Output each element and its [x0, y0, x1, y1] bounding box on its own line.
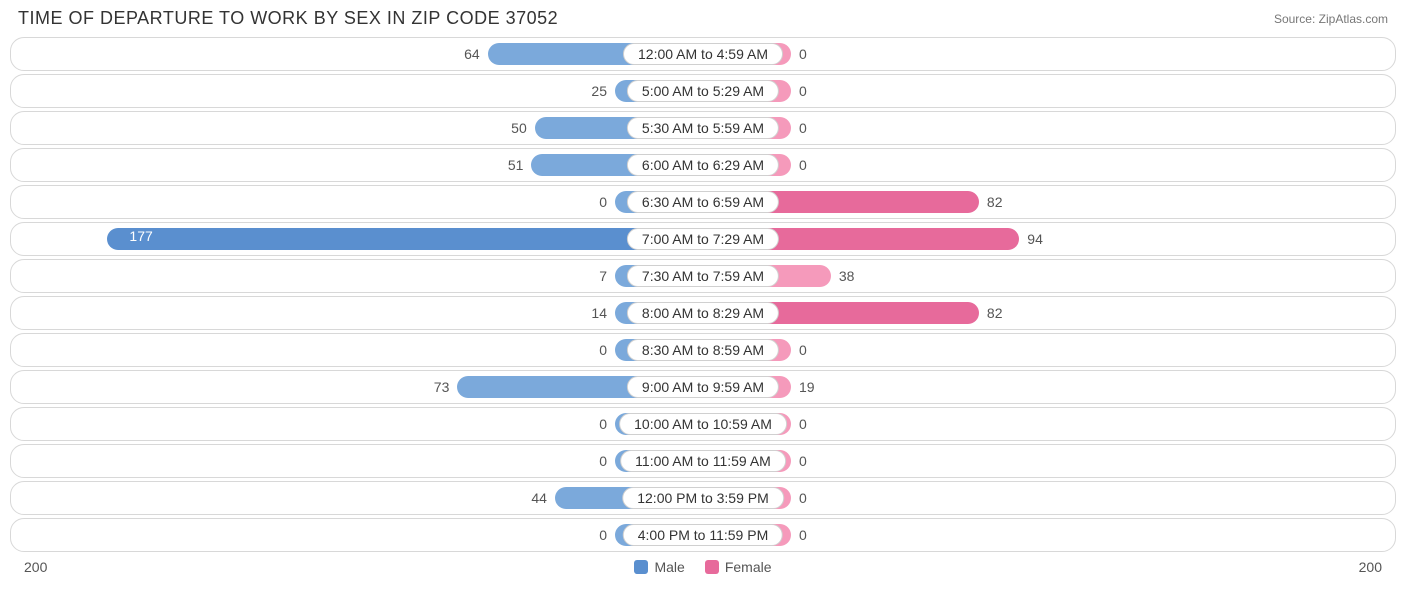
time-range-label: 5:30 AM to 5:59 AM: [627, 117, 779, 139]
chart-row: 7 38 7:30 AM to 7:59 AM: [10, 259, 1396, 293]
female-value: 82: [979, 305, 1011, 321]
time-range-label: 6:00 AM to 6:29 AM: [627, 154, 779, 176]
chart-source: Source: ZipAtlas.com: [1274, 12, 1388, 26]
male-side: 14: [11, 297, 703, 329]
female-value: 94: [1019, 231, 1051, 247]
time-range-label: 12:00 PM to 3:59 PM: [622, 487, 784, 509]
female-value: 0: [791, 342, 815, 358]
legend-label: Female: [725, 559, 772, 575]
chart-row: 177 94 7:00 AM to 7:29 AM: [10, 222, 1396, 256]
legend-label: Male: [654, 559, 684, 575]
legend-swatch: [634, 560, 648, 574]
male-value: 14: [583, 305, 615, 321]
time-range-label: 7:30 AM to 7:59 AM: [627, 265, 779, 287]
diverging-bar-chart: 64 0 12:00 AM to 4:59 AM 25 0 5:00 AM to 5:29…: [0, 35, 1406, 552]
male-value: 0: [591, 194, 615, 210]
female-side: 0: [703, 75, 1395, 107]
male-side: 73: [11, 371, 703, 403]
male-side: 7: [11, 260, 703, 292]
chart-header: TIME OF DEPARTURE TO WORK BY SEX IN ZIP …: [0, 0, 1406, 35]
female-value: 0: [791, 453, 815, 469]
female-side: 0: [703, 38, 1395, 70]
chart-row: 50 0 5:30 AM to 5:59 AM: [10, 111, 1396, 145]
male-bar: 177: [107, 228, 703, 250]
male-side: 0: [11, 334, 703, 366]
time-range-label: 6:30 AM to 6:59 AM: [627, 191, 779, 213]
legend: Male Female: [47, 559, 1358, 575]
female-side: 0: [703, 519, 1395, 551]
time-range-label: 12:00 AM to 4:59 AM: [623, 43, 783, 65]
female-value: 0: [791, 157, 815, 173]
male-side: 177: [11, 223, 703, 255]
female-side: 0: [703, 149, 1395, 181]
female-value: 0: [791, 46, 815, 62]
male-value: 177: [121, 228, 160, 244]
male-value: 25: [583, 83, 615, 99]
chart-row: 14 82 8:00 AM to 8:29 AM: [10, 296, 1396, 330]
female-value: 0: [791, 120, 815, 136]
male-side: 0: [11, 519, 703, 551]
male-value: 7: [591, 268, 615, 284]
male-side: 0: [11, 445, 703, 477]
male-side: 44: [11, 482, 703, 514]
male-value: 73: [426, 379, 458, 395]
female-side: 94: [703, 223, 1395, 255]
time-range-label: 4:00 PM to 11:59 PM: [623, 524, 783, 546]
male-side: 0: [11, 408, 703, 440]
male-side: 50: [11, 112, 703, 144]
male-value: 0: [591, 342, 615, 358]
chart-row: 51 0 6:00 AM to 6:29 AM: [10, 148, 1396, 182]
chart-row: 0 0 4:00 PM to 11:59 PM: [10, 518, 1396, 552]
female-side: 0: [703, 482, 1395, 514]
chart-row: 64 0 12:00 AM to 4:59 AM: [10, 37, 1396, 71]
chart-row: 25 0 5:00 AM to 5:29 AM: [10, 74, 1396, 108]
female-value: 38: [831, 268, 863, 284]
female-value: 0: [791, 416, 815, 432]
female-side: 19: [703, 371, 1395, 403]
male-value: 0: [591, 527, 615, 543]
time-range-label: 8:00 AM to 8:29 AM: [627, 302, 779, 324]
chart-title: TIME OF DEPARTURE TO WORK BY SEX IN ZIP …: [18, 8, 558, 29]
female-value: 0: [791, 527, 815, 543]
female-side: 0: [703, 445, 1395, 477]
male-side: 25: [11, 75, 703, 107]
legend-item: Female: [705, 559, 772, 575]
female-side: 0: [703, 334, 1395, 366]
chart-row: 44 0 12:00 PM to 3:59 PM: [10, 481, 1396, 515]
female-value: 0: [791, 83, 815, 99]
male-value: 44: [523, 490, 555, 506]
female-value: 82: [979, 194, 1011, 210]
time-range-label: 5:00 AM to 5:29 AM: [627, 80, 779, 102]
chart-row: 0 010:00 AM to 10:59 AM: [10, 407, 1396, 441]
male-side: 0: [11, 186, 703, 218]
female-side: 0: [703, 112, 1395, 144]
legend-item: Male: [634, 559, 684, 575]
male-value: 64: [456, 46, 488, 62]
male-value: 51: [500, 157, 532, 173]
time-range-label: 11:00 AM to 11:59 AM: [620, 450, 786, 472]
male-side: 51: [11, 149, 703, 181]
axis-max-right: 200: [1359, 559, 1382, 575]
chart-row: 0 0 8:30 AM to 8:59 AM: [10, 333, 1396, 367]
female-side: 0: [703, 408, 1395, 440]
legend-swatch: [705, 560, 719, 574]
male-value: 50: [503, 120, 535, 136]
female-value: 19: [791, 379, 823, 395]
chart-row: 0 82 6:30 AM to 6:59 AM: [10, 185, 1396, 219]
female-value: 0: [791, 490, 815, 506]
female-side: 82: [703, 297, 1395, 329]
time-range-label: 9:00 AM to 9:59 AM: [627, 376, 779, 398]
time-range-label: 7:00 AM to 7:29 AM: [627, 228, 779, 250]
chart-row: 0 0 11:00 AM to 11:59 AM: [10, 444, 1396, 478]
female-side: 38: [703, 260, 1395, 292]
female-side: 82: [703, 186, 1395, 218]
axis-max-left: 200: [24, 559, 47, 575]
male-value: 0: [591, 416, 615, 432]
chart-footer: 200 Male Female 200: [0, 555, 1406, 575]
chart-row: 73 19 9:00 AM to 9:59 AM: [10, 370, 1396, 404]
male-side: 64: [11, 38, 703, 70]
male-value: 0: [591, 453, 615, 469]
time-range-label: 10:00 AM to 10:59 AM: [619, 413, 787, 435]
time-range-label: 8:30 AM to 8:59 AM: [627, 339, 779, 361]
